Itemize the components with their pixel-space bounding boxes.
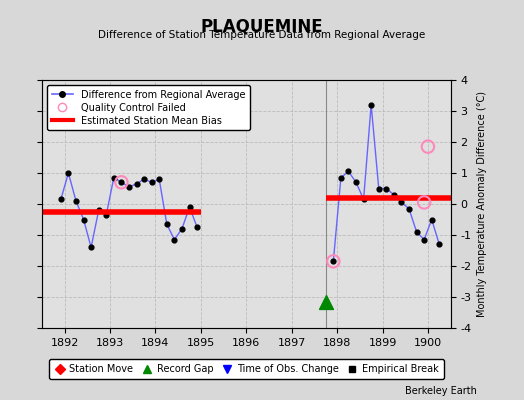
Legend: Difference from Regional Average, Quality Control Failed, Estimated Station Mean: Difference from Regional Average, Qualit… — [47, 85, 250, 130]
Point — [133, 181, 141, 187]
Text: Difference of Station Temperature Data from Regional Average: Difference of Station Temperature Data f… — [99, 30, 425, 40]
Point — [170, 236, 179, 243]
Point — [79, 216, 88, 223]
Point — [94, 207, 103, 214]
Point — [329, 258, 337, 264]
Point — [147, 179, 156, 186]
Legend: Station Move, Record Gap, Time of Obs. Change, Empirical Break: Station Move, Record Gap, Time of Obs. C… — [49, 360, 443, 379]
Text: PLAQUEMINE: PLAQUEMINE — [201, 18, 323, 36]
Y-axis label: Monthly Temperature Anomaly Difference (°C): Monthly Temperature Anomaly Difference (… — [477, 91, 487, 317]
Point — [390, 192, 398, 198]
Text: Berkeley Earth: Berkeley Earth — [405, 386, 477, 396]
Point — [57, 196, 65, 202]
Point — [193, 224, 201, 230]
Point — [117, 179, 126, 186]
Point — [424, 144, 432, 150]
Point — [337, 174, 345, 181]
Point — [87, 244, 95, 250]
Point — [117, 179, 126, 186]
Point — [420, 199, 428, 206]
Point — [405, 206, 413, 212]
Point — [428, 216, 436, 223]
Point — [162, 221, 171, 227]
Point — [359, 196, 368, 202]
Point — [185, 204, 194, 210]
Point — [178, 226, 186, 232]
Point — [125, 184, 133, 190]
Point — [140, 176, 148, 182]
Point — [344, 168, 353, 175]
Point — [375, 185, 383, 192]
Point — [352, 179, 360, 186]
Point — [64, 170, 73, 176]
Point — [412, 229, 421, 235]
Point — [397, 199, 406, 206]
Point — [155, 176, 163, 182]
Point — [102, 212, 111, 218]
Point — [367, 102, 375, 108]
Point — [420, 236, 428, 243]
Point — [382, 185, 390, 192]
Point — [72, 198, 80, 204]
Point — [322, 298, 330, 305]
Point — [110, 174, 118, 181]
Point — [329, 258, 337, 264]
Point — [435, 241, 443, 248]
